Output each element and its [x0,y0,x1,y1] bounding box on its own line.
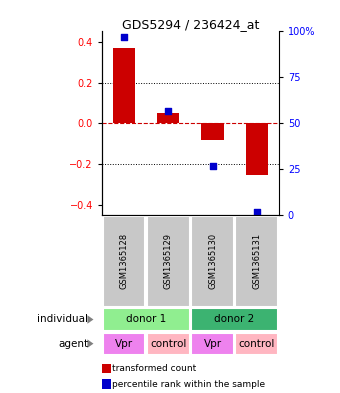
Text: transformed count: transformed count [112,364,197,373]
Bar [113,48,135,123]
Text: individual: individual [37,314,88,325]
FancyBboxPatch shape [236,217,278,307]
Text: donor 1: donor 1 [126,314,166,325]
FancyBboxPatch shape [103,217,145,307]
Point [121,34,127,40]
Point [254,209,259,215]
Text: GSM1365129: GSM1365129 [164,233,173,289]
FancyBboxPatch shape [191,309,278,331]
FancyBboxPatch shape [191,332,234,355]
FancyBboxPatch shape [191,217,234,307]
Bar [201,123,224,140]
Text: percentile rank within the sample: percentile rank within the sample [112,380,265,389]
FancyBboxPatch shape [103,309,189,331]
Point [210,163,215,169]
FancyBboxPatch shape [103,332,145,355]
Text: agent: agent [58,339,88,349]
Text: GSM1365130: GSM1365130 [208,233,217,290]
Text: GSM1365131: GSM1365131 [252,233,261,290]
Text: control: control [150,339,186,349]
Text: Vpr: Vpr [115,339,133,349]
Text: Vpr: Vpr [203,339,222,349]
FancyBboxPatch shape [236,332,278,355]
Bar [157,113,180,123]
FancyBboxPatch shape [147,217,189,307]
FancyBboxPatch shape [147,332,189,355]
Bar [245,123,268,174]
Text: control: control [239,339,275,349]
Text: GSM1365128: GSM1365128 [120,233,129,290]
Text: donor 2: donor 2 [215,314,255,325]
Title: GDS5294 / 236424_at: GDS5294 / 236424_at [122,18,259,31]
Point [166,107,171,114]
